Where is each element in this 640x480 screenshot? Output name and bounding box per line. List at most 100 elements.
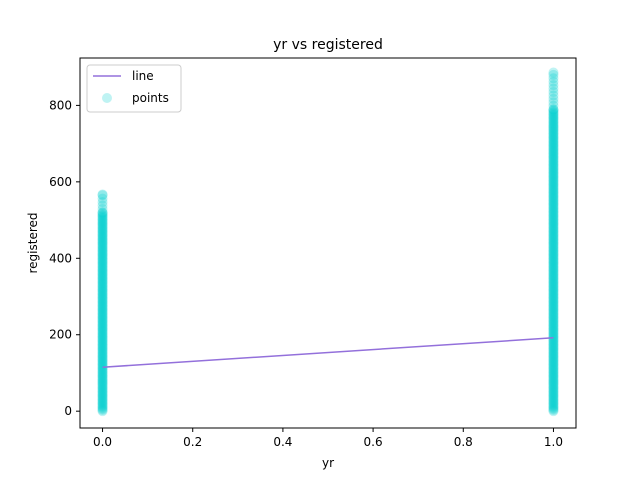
- scatter-point: [97, 289, 108, 300]
- scatter-point: [97, 338, 108, 349]
- scatter-point: [548, 111, 559, 122]
- scatter-point: [548, 198, 559, 209]
- scatter-point: [548, 370, 559, 381]
- scatter-point: [548, 360, 559, 371]
- scatter-point: [97, 329, 108, 340]
- scatter-point: [548, 168, 559, 179]
- scatter-point: [548, 403, 559, 414]
- scatter-point: [548, 361, 559, 372]
- scatter-point: [548, 195, 559, 206]
- scatter-point: [548, 358, 559, 369]
- scatter-point: [548, 262, 559, 273]
- scatter-points: [97, 67, 559, 417]
- scatter-point: [548, 242, 559, 253]
- scatter-point: [97, 200, 108, 211]
- scatter-point: [548, 216, 559, 227]
- scatter-point: [548, 253, 559, 264]
- x-tick-label: 0.2: [183, 435, 202, 449]
- scatter-point: [97, 197, 108, 208]
- scatter-point: [97, 212, 108, 223]
- scatter-point: [548, 116, 559, 127]
- scatter-point: [97, 222, 108, 233]
- scatter-point: [548, 156, 559, 167]
- scatter-point: [548, 153, 559, 164]
- scatter-point: [97, 214, 108, 225]
- scatter-point: [97, 238, 108, 249]
- scatter-point: [548, 283, 559, 294]
- scatter-point: [548, 97, 559, 108]
- scatter-point: [548, 121, 559, 132]
- scatter-point: [548, 148, 559, 159]
- scatter-point: [548, 356, 559, 367]
- scatter-point: [548, 347, 559, 358]
- scatter-point: [548, 314, 559, 325]
- scatter-point: [97, 261, 108, 272]
- scatter-point: [548, 299, 559, 310]
- scatter-point: [548, 244, 559, 255]
- scatter-point: [548, 289, 559, 300]
- scatter-point: [97, 369, 108, 380]
- scatter-point: [548, 392, 559, 403]
- scatter-point: [548, 181, 559, 192]
- scatter-point: [97, 379, 108, 390]
- scatter-point: [548, 163, 559, 174]
- scatter-point: [97, 320, 108, 331]
- scatter-point: [97, 265, 108, 276]
- scatter-point: [548, 372, 559, 383]
- scatter-point: [97, 299, 108, 310]
- scatter-point: [548, 351, 559, 362]
- scatter-point: [548, 67, 559, 78]
- scatter-point: [97, 284, 108, 295]
- scatter-point: [548, 402, 559, 413]
- scatter-point: [548, 261, 559, 272]
- scatter-point: [548, 166, 559, 177]
- scatter-point: [548, 259, 559, 270]
- scatter-point: [97, 278, 108, 289]
- scatter-point: [548, 395, 559, 406]
- scatter-point: [97, 252, 108, 263]
- scatter-point: [548, 196, 559, 207]
- scatter-point: [97, 330, 108, 341]
- scatter-point: [548, 302, 559, 313]
- scatter-point: [548, 260, 559, 271]
- axes-frame: [79, 57, 577, 429]
- scatter-point: [548, 183, 559, 194]
- scatter-point: [97, 345, 108, 356]
- scatter-point: [97, 400, 108, 411]
- scatter-point: [97, 372, 108, 383]
- scatter-point: [548, 284, 559, 295]
- scatter-point: [548, 298, 559, 309]
- scatter-point: [548, 171, 559, 182]
- scatter-point: [97, 355, 108, 366]
- scatter-point: [548, 203, 559, 214]
- scatter-point: [97, 270, 108, 281]
- scatter-point: [548, 275, 559, 286]
- scatter-point: [97, 314, 108, 325]
- scatter-point: [548, 315, 559, 326]
- scatter-point: [97, 223, 108, 234]
- scatter-point: [97, 331, 108, 342]
- scatter-point: [548, 386, 559, 397]
- scatter-point: [548, 343, 559, 354]
- scatter-point: [548, 135, 559, 146]
- scatter-point: [97, 255, 108, 266]
- scatter-point: [548, 199, 559, 210]
- scatter-point: [97, 384, 108, 395]
- scatter-point: [97, 230, 108, 241]
- scatter-point: [97, 383, 108, 394]
- scatter-point: [548, 233, 559, 244]
- plot-area: [97, 67, 559, 417]
- scatter-point: [548, 158, 559, 169]
- y-tick-label: 400: [49, 251, 72, 265]
- scatter-point: [548, 110, 559, 121]
- scatter-point: [548, 197, 559, 208]
- scatter-point: [548, 119, 559, 130]
- scatter-point: [548, 160, 559, 171]
- x-axis-ticks: 0.0 0.2 0.4 0.6 0.8 1.0: [93, 428, 563, 449]
- scatter-point: [548, 228, 559, 239]
- scatter-point: [548, 200, 559, 211]
- scatter-point: [548, 252, 559, 263]
- scatter-point: [548, 219, 559, 230]
- scatter-point: [548, 306, 559, 317]
- scatter-point: [97, 402, 108, 413]
